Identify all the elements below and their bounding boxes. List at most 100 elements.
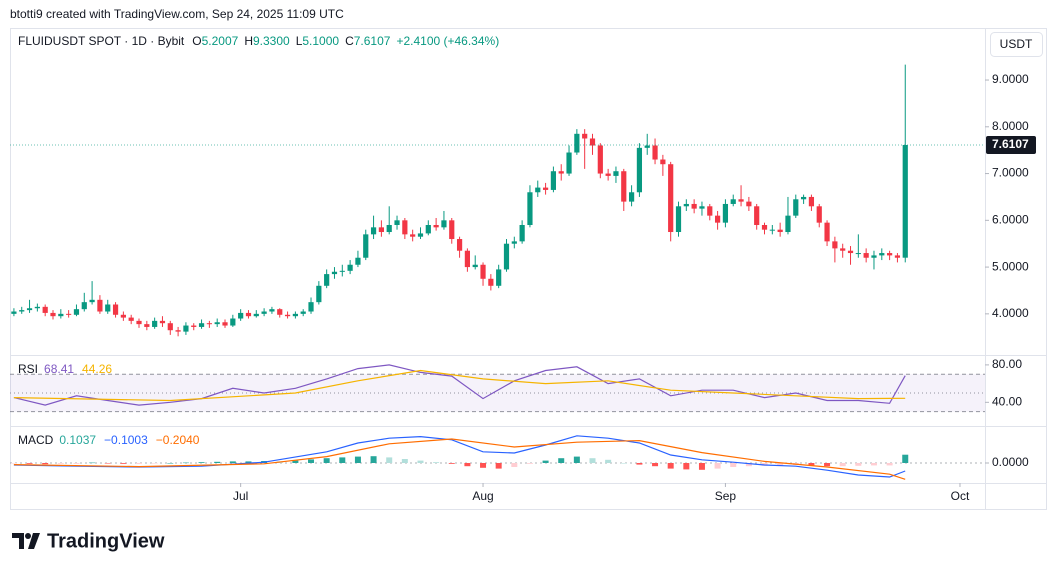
histogram-bar	[745, 463, 752, 467]
macd-legend-value: −0.2040	[156, 433, 200, 447]
header: btotti9 created with TradingView.com, Se…	[10, 7, 344, 21]
x-tick-label: Sep	[715, 489, 737, 503]
legend-key: H	[244, 34, 253, 48]
logo-mark	[25, 533, 31, 539]
y-tick-label: 80.00	[992, 357, 1022, 371]
legend-symbol: FLUIDUSDT SPOT · 1D · Bybit	[18, 34, 185, 48]
macd-title: MACD	[18, 433, 54, 447]
y-tick-label: 4.0000	[992, 306, 1029, 320]
histogram-bar	[495, 463, 502, 469]
logo-mark	[12, 533, 24, 549]
legend-key: L	[296, 34, 303, 48]
y-tick-label: 8.0000	[992, 119, 1029, 133]
histogram-bar	[167, 463, 174, 464]
y-tick-label: 6.0000	[992, 212, 1029, 226]
histogram-bar	[136, 463, 143, 464]
histogram-bar	[386, 457, 393, 463]
histogram-bar	[902, 454, 909, 463]
histogram-bar	[589, 458, 596, 463]
histogram-bar	[652, 463, 659, 467]
histogram-bar	[698, 463, 705, 470]
histogram-bar	[182, 462, 189, 464]
y-tick-label: 0.0000	[992, 455, 1029, 469]
histogram-bar	[808, 463, 815, 466]
histogram-bar	[229, 461, 236, 463]
histogram-bar	[120, 463, 127, 464]
histogram-bar	[104, 463, 111, 464]
rsi-line	[13, 364, 906, 406]
histogram-bar	[667, 463, 674, 469]
histogram-bar	[714, 463, 721, 469]
histogram-bar	[417, 460, 424, 463]
histogram-bar	[42, 463, 49, 465]
histogram-bar	[401, 459, 408, 463]
legend-value: 5.2007	[202, 34, 239, 48]
rsi-title: RSI	[18, 362, 38, 376]
x-tick-label: Jul	[233, 489, 248, 503]
histogram-bar	[605, 459, 612, 463]
histogram-bar	[214, 461, 221, 463]
histogram-bar	[10, 463, 17, 464]
rsi-legend-value: 68.41	[44, 362, 74, 376]
x-tick-label: Oct	[951, 489, 970, 503]
histogram-bar	[73, 463, 80, 464]
histogram-bar	[433, 462, 440, 463]
histogram-bar	[573, 456, 580, 463]
histogram-bar	[839, 463, 846, 467]
histogram-bar	[542, 460, 549, 463]
histogram-bar	[448, 463, 455, 464]
histogram-bar	[57, 463, 64, 464]
macd-line	[13, 438, 906, 480]
rsi-marks	[13, 364, 906, 406]
histogram-bar	[511, 463, 518, 467]
histogram-bar	[151, 463, 158, 464]
histogram-bar	[245, 461, 252, 463]
y-tick-label: 5.0000	[992, 259, 1029, 273]
histogram-bar	[354, 456, 361, 463]
histogram-bar	[558, 458, 565, 463]
histogram-bar	[886, 463, 893, 466]
legend-value: 7.6107	[354, 34, 391, 48]
histogram-bar	[480, 463, 487, 468]
histogram-bar	[620, 463, 627, 464]
x-tick-label: Aug	[472, 489, 493, 503]
histogram-bar	[292, 460, 299, 463]
last-price-box	[986, 136, 1036, 155]
rsi-line	[13, 369, 906, 402]
histogram-bar	[526, 463, 533, 464]
histogram-bar	[683, 463, 690, 470]
chart-frame	[10, 28, 1047, 510]
macd-legend-value: −0.1003	[104, 433, 148, 447]
histogram-bar	[730, 463, 737, 467]
histogram-bar	[636, 463, 643, 465]
rsi-legend-value: 44.26	[82, 362, 112, 376]
legend-value: 5.1000	[302, 34, 339, 48]
legend-key: O	[192, 34, 201, 48]
histogram-bar	[339, 457, 346, 463]
brand: TradingView	[47, 530, 165, 552]
histogram-bar	[308, 459, 315, 463]
histogram-bar	[870, 463, 877, 466]
histogram-bar	[26, 463, 33, 464]
histogram-bar	[855, 463, 862, 466]
legend-value: 9.3300	[253, 34, 290, 48]
legend-value: +2.4100 (+46.34%)	[396, 34, 499, 48]
logo-mark	[28, 533, 40, 549]
macd-legend-value: 0.1037	[59, 433, 96, 447]
y-tick-label: 7.0000	[992, 166, 1029, 180]
currency-label[interactable]: USDT	[1000, 37, 1033, 51]
histogram-bar	[370, 456, 377, 463]
macd-marks	[10, 435, 909, 480]
currency-button[interactable]	[990, 32, 1043, 57]
histogram-bar	[198, 462, 205, 463]
legend-key: C	[345, 34, 354, 48]
histogram-bar	[777, 463, 784, 466]
brand-logo	[12, 533, 40, 549]
y-tick-label: 40.00	[992, 394, 1022, 408]
last-price-label: 7.6107	[992, 137, 1029, 151]
histogram-bar	[824, 463, 831, 467]
histogram-bar	[323, 458, 330, 463]
